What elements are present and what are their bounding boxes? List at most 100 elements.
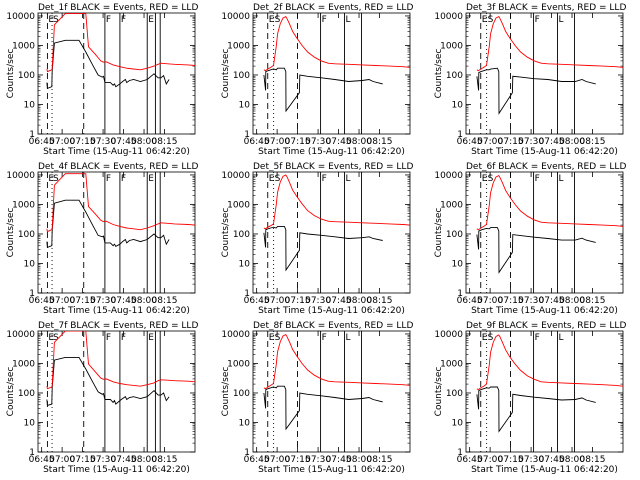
x-tick-label: 08:00 bbox=[559, 296, 585, 306]
flag-label: E bbox=[148, 174, 154, 184]
x-tick-label: 07:00 bbox=[264, 455, 290, 465]
flag-label: E bbox=[148, 333, 154, 343]
x-tick-label: 08:00 bbox=[346, 455, 372, 465]
y-tick-label: 100 bbox=[233, 71, 250, 81]
x-tick-label: 08:00 bbox=[559, 137, 585, 147]
x-tick-label: 07:00 bbox=[477, 137, 503, 147]
x-tick-label: 07:00 bbox=[477, 296, 503, 306]
x-tick-label: 07:45 bbox=[111, 296, 137, 306]
x-tick-label: 07:00 bbox=[264, 137, 290, 147]
y-tick-label: 1 bbox=[457, 130, 463, 140]
y-tick-label: 100 bbox=[18, 230, 35, 240]
x-tick-label: 07:45 bbox=[539, 455, 565, 465]
x-tick-label: 06:45 bbox=[29, 137, 55, 147]
x-tick-label: 07:30 bbox=[305, 137, 331, 147]
x-tick-label: 08:15 bbox=[367, 296, 393, 306]
flag-label: L bbox=[345, 333, 350, 343]
flag-label: F bbox=[535, 333, 540, 343]
y-tick-label: 10000 bbox=[434, 12, 463, 22]
x-tick-label: 07:45 bbox=[539, 296, 565, 306]
chart-title: Det_7f BLACK = Events, RED = LLD bbox=[38, 321, 198, 331]
events-series-line bbox=[476, 386, 596, 433]
flag-label: F bbox=[106, 333, 111, 343]
flag-label: E bbox=[148, 15, 154, 25]
x-tick-label: 08:15 bbox=[152, 137, 178, 147]
flag-label: S bbox=[53, 333, 59, 343]
events-series-line bbox=[263, 225, 383, 272]
x-tick-label: 08:15 bbox=[367, 455, 393, 465]
y-tick-label: 1 bbox=[29, 289, 35, 299]
x-tick-label: 07:00 bbox=[264, 296, 290, 306]
flag-label: E bbox=[269, 174, 275, 184]
y-tick-label: 10 bbox=[24, 259, 36, 269]
plot-frame bbox=[465, 12, 624, 135]
y-axis-label: Counts/sec bbox=[6, 49, 16, 99]
flag-label: F bbox=[106, 174, 111, 184]
chart-title: Det_8f BLACK = Events, RED = LLD bbox=[253, 321, 413, 331]
lld-series-line bbox=[46, 13, 195, 73]
plot-frame bbox=[252, 12, 411, 135]
flag-label: F bbox=[121, 174, 126, 184]
y-tick-label: 1000 bbox=[227, 359, 250, 369]
x-axis-label: Start Time (15-Aug-11 06:42:20) bbox=[258, 147, 405, 157]
x-tick-label: 07:00 bbox=[49, 137, 75, 147]
flag-label: F bbox=[322, 333, 327, 343]
x-tick-label: 06:45 bbox=[457, 137, 483, 147]
y-tick-label: 1000 bbox=[227, 200, 250, 210]
y-tick-label: 10 bbox=[24, 418, 36, 428]
plot-frame bbox=[37, 330, 196, 453]
x-tick-label: 07:45 bbox=[539, 137, 565, 147]
y-tick-label: 10000 bbox=[6, 12, 35, 22]
flag-label: S bbox=[53, 174, 59, 184]
lld-series-line bbox=[46, 331, 195, 390]
y-tick-label: 1000 bbox=[440, 41, 463, 51]
y-tick-label: 10000 bbox=[221, 171, 250, 181]
y-tick-label: 10000 bbox=[434, 171, 463, 181]
plot-frame bbox=[37, 12, 196, 135]
chart-title: Det_3f BLACK = Events, RED = LLD bbox=[466, 3, 626, 13]
y-tick-label: 100 bbox=[18, 389, 35, 399]
x-axis-label: Start Time (15-Aug-11 06:42:20) bbox=[258, 465, 405, 475]
flag-label: F bbox=[535, 174, 540, 184]
y-tick-label: 10 bbox=[24, 100, 36, 110]
flag-label: L bbox=[345, 15, 350, 25]
lld-series-line bbox=[263, 334, 410, 390]
x-tick-label: 07:00 bbox=[477, 455, 503, 465]
lld-series-line bbox=[476, 16, 623, 72]
plot-frame bbox=[252, 171, 411, 294]
flag-label: L bbox=[558, 15, 563, 25]
x-axis-label: Start Time (15-Aug-11 06:42:20) bbox=[43, 306, 190, 316]
y-tick-label: 100 bbox=[446, 71, 463, 81]
y-tick-label: 10000 bbox=[221, 330, 250, 340]
x-tick-label: 07:30 bbox=[305, 296, 331, 306]
x-axis-label: Start Time (15-Aug-11 06:42:20) bbox=[43, 465, 190, 475]
y-tick-label: 100 bbox=[446, 230, 463, 240]
chart-title: Det_5f BLACK = Events, RED = LLD bbox=[253, 162, 413, 172]
x-tick-label: 07:15 bbox=[498, 455, 524, 465]
flag-label: E bbox=[48, 333, 54, 343]
x-axis-label: Start Time (15-Aug-11 06:42:20) bbox=[471, 147, 618, 157]
flag-label: F bbox=[106, 15, 111, 25]
y-axis-label: Counts/sec bbox=[221, 367, 231, 417]
x-tick-label: 06:45 bbox=[244, 137, 270, 147]
flag-label: E bbox=[48, 15, 54, 25]
chart-title: Det_6f BLACK = Events, RED = LLD bbox=[466, 162, 626, 172]
x-tick-label: 08:15 bbox=[580, 296, 606, 306]
chart-panel: Det_1f BLACK = Events, RED = LLD 1 10 100 10… bbox=[6, 3, 198, 157]
lld-series-line bbox=[476, 175, 623, 231]
flag-label: L bbox=[345, 174, 350, 184]
chart-title: Det_2f BLACK = Events, RED = LLD bbox=[253, 3, 413, 13]
x-tick-label: 08:00 bbox=[346, 296, 372, 306]
chart-panel: Det_4f BLACK = Events, RED = LLD 1 10 100 10… bbox=[6, 162, 198, 316]
chart-panel: Det_6f BLACK = Events, RED = LLD 1 10 100 10… bbox=[434, 162, 626, 316]
y-tick-label: 1 bbox=[244, 289, 250, 299]
y-tick-label: 1 bbox=[457, 289, 463, 299]
flag-label: E bbox=[48, 174, 54, 184]
x-tick-label: 07:30 bbox=[518, 296, 544, 306]
chart-title: Det_9f BLACK = Events, RED = LLD bbox=[466, 321, 626, 331]
flag-label: E bbox=[269, 333, 275, 343]
x-tick-label: 07:30 bbox=[305, 455, 331, 465]
flag-label: F bbox=[322, 174, 327, 184]
plot-frame bbox=[37, 171, 196, 294]
